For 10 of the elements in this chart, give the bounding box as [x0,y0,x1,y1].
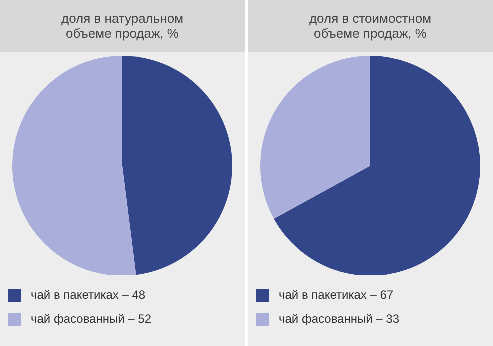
pie-slice [274,56,480,275]
chart-title: доля в натуральном объеме продаж, % [60,11,185,41]
legend-label: чай фасованный – 52 [31,312,152,326]
pie-slice [122,56,232,275]
legend-label: чай фасованный – 33 [279,312,400,326]
legend-label: чай в пакетиках – 67 [279,288,394,302]
pie-slice [12,56,136,275]
legend-label: чай в пакетиках – 48 [31,288,146,302]
chart-title: доля в стоимостном объеме продаж, % [308,11,433,41]
pie-slice [260,56,370,219]
